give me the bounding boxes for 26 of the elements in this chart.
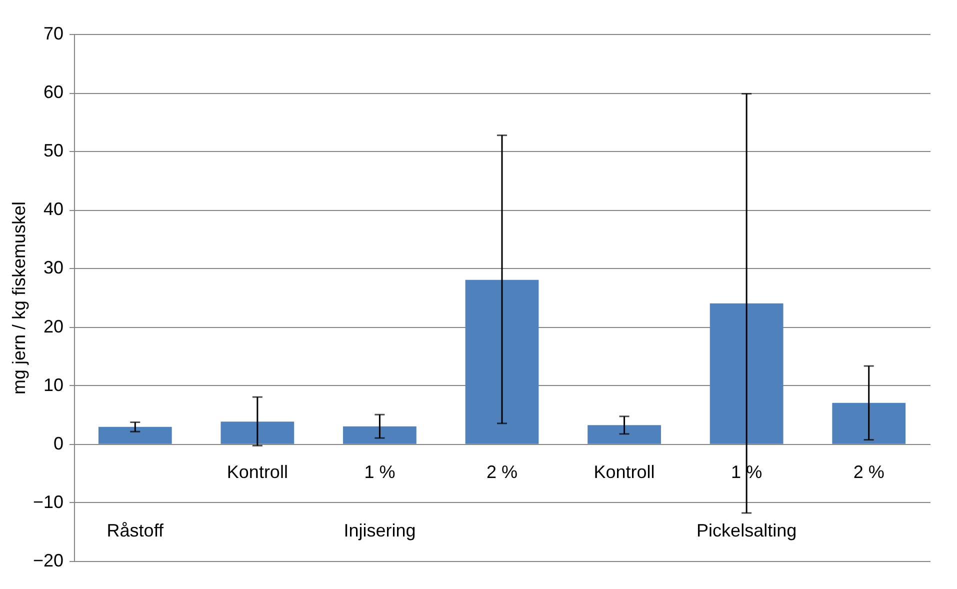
x-tick-label: Kontroll bbox=[226, 462, 288, 482]
annotation: Råstoff bbox=[106, 520, 164, 541]
y-tick-label: 10 bbox=[43, 374, 64, 395]
annotation: Pickelsalting bbox=[696, 520, 797, 541]
bar bbox=[465, 280, 539, 444]
y-tick-label: 50 bbox=[43, 140, 64, 161]
y-tick-label: 0 bbox=[53, 433, 64, 454]
x-tick-label: Kontroll bbox=[594, 462, 655, 482]
annotation: Injisering bbox=[344, 520, 416, 541]
x-tick-label: 2 % bbox=[486, 462, 518, 482]
bar bbox=[832, 402, 906, 444]
y-tick-label: −20 bbox=[32, 550, 64, 570]
y-tick-label: 70 bbox=[43, 24, 64, 44]
y-axis-title: mg jern / kg fiskemuskel bbox=[8, 201, 29, 395]
bar bbox=[588, 425, 661, 444]
bar bbox=[343, 426, 416, 444]
bar bbox=[98, 426, 172, 444]
x-tick-label: 1 % bbox=[364, 462, 396, 482]
y-tick-label: 40 bbox=[43, 199, 64, 220]
bar bbox=[220, 422, 294, 444]
y-tick-label: −10 bbox=[32, 492, 64, 512]
y-tick-label: 30 bbox=[43, 258, 64, 278]
bar bbox=[710, 303, 784, 444]
y-tick-label: 20 bbox=[43, 316, 64, 336]
x-tick-label: 2 % bbox=[853, 462, 884, 482]
y-tick-label: 60 bbox=[43, 82, 64, 102]
